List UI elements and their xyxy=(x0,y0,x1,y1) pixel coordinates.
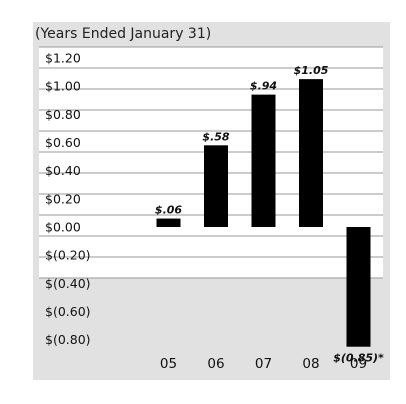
bars xyxy=(156,79,371,347)
x-category-label-09: 09 xyxy=(350,356,367,372)
x-category-label-05: 05 xyxy=(160,356,177,372)
y-tick-label: $0.20 xyxy=(45,191,81,206)
y-tick-label: $(0.80) xyxy=(45,332,91,347)
y-tick-label: $1.00 xyxy=(45,79,81,94)
chart-svg: $1.20 $1.00 $0.80 $0.60 $0.40 $0.20 $0.00 $(0.2… xyxy=(35,26,384,372)
x-category-label-06: 06 xyxy=(207,356,224,372)
x-category-label-07: 07 xyxy=(255,356,272,372)
y-tick-labels: $1.20 $1.00 $0.80 $0.60 $0.40 $0.20 $0.00 $(0.2… xyxy=(45,51,91,348)
x-category-label-08: 08 xyxy=(302,356,319,372)
data-label-06: $.58 xyxy=(202,130,229,143)
grid-row xyxy=(39,110,383,131)
chart-panel: $1.20 $1.00 $0.80 $0.60 $0.40 $0.20 $0.00 $(0.2… xyxy=(33,22,390,380)
y-tick-label: $(0.20) xyxy=(45,248,91,263)
bar-07 xyxy=(251,94,276,227)
grid-row xyxy=(39,89,383,110)
bar-05 xyxy=(156,218,181,227)
data-label-05: $.06 xyxy=(155,204,182,217)
y-tick-label: $0.80 xyxy=(45,107,81,122)
y-tick-label: $0.40 xyxy=(45,163,81,178)
bar-06 xyxy=(204,145,228,227)
y-tick-label: $(0.40) xyxy=(45,276,91,291)
x-category-labels: 05 06 07 08 09 xyxy=(160,356,367,372)
grid-row xyxy=(39,257,383,278)
bar-09 xyxy=(346,227,371,347)
y-tick-label: $1.20 xyxy=(45,51,81,66)
y-tick-label: $(0.60) xyxy=(45,304,91,319)
data-labels: $.06 $.58 $.94 $1.05 $(0.85)* xyxy=(155,64,384,365)
data-label-07: $.94 xyxy=(250,80,277,93)
y-tick-label: $0.60 xyxy=(45,135,81,150)
grid-row xyxy=(39,131,383,152)
data-label-09: $(0.85)* xyxy=(333,352,384,365)
grid-row xyxy=(39,47,383,68)
chart-title: (Years Ended January 31) xyxy=(35,26,211,42)
y-tick-label: $0.00 xyxy=(45,220,81,235)
grid-row xyxy=(39,68,383,89)
grid-row xyxy=(39,236,383,257)
data-label-08: $1.05 xyxy=(294,64,329,77)
bar-08 xyxy=(299,79,323,227)
